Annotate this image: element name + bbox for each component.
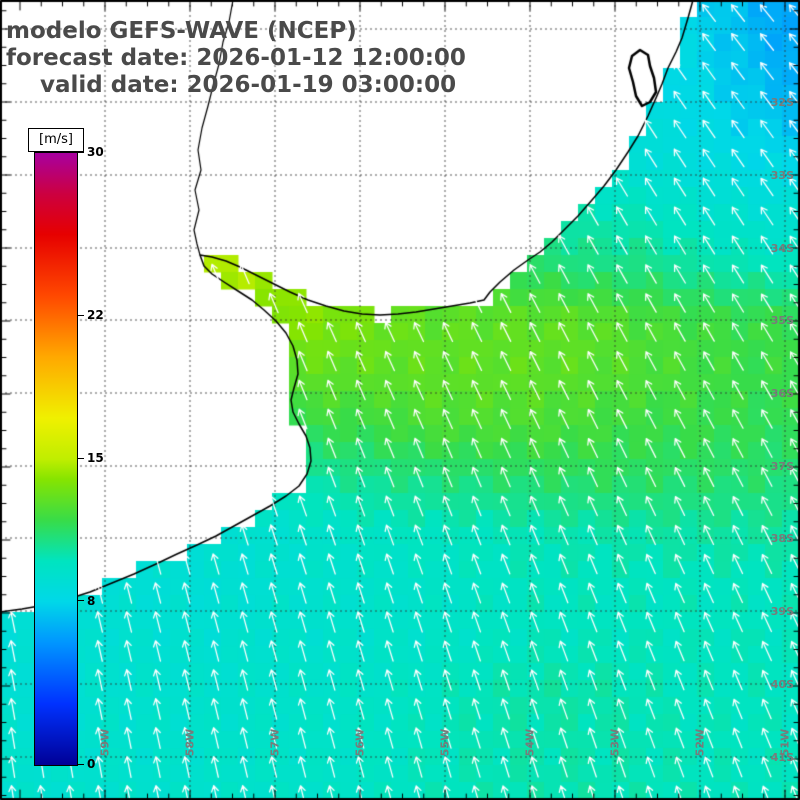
colorbar-tick-label-15: 15 [87, 451, 104, 465]
colorbar-tick-mark [78, 151, 84, 153]
forecast-date-line: forecast date: 2026-01-12 12:00:00 [6, 45, 466, 71]
model-title: modelo GEFS-WAVE (NCEP) [6, 18, 357, 44]
colorbar-ticks: 30 22 15 8 0 [28, 128, 138, 776]
colorbar-tick-mark [78, 600, 84, 602]
colorbar-tick-mark [78, 457, 84, 459]
valid-date-line: valid date: 2026-01-19 03:00:00 [40, 72, 457, 98]
colorbar-unit-label: [m/s] [28, 128, 84, 152]
colorbar-tick-label-8: 8 [87, 593, 96, 608]
colorbar-tick-label-0: 0 [87, 757, 96, 771]
colorbar: [m/s] 30 22 15 8 0 [28, 128, 138, 776]
colorbar-tick-mark [78, 763, 84, 765]
title-block: modelo GEFS-WAVE (NCEP) forecast date: 2… [6, 18, 466, 99]
colorbar-tick-label-22: 22 [87, 308, 104, 323]
colorbar-gradient [34, 152, 78, 766]
colorbar-tick-label-30: 30 [87, 145, 104, 159]
colorbar-tick-mark [78, 314, 84, 316]
